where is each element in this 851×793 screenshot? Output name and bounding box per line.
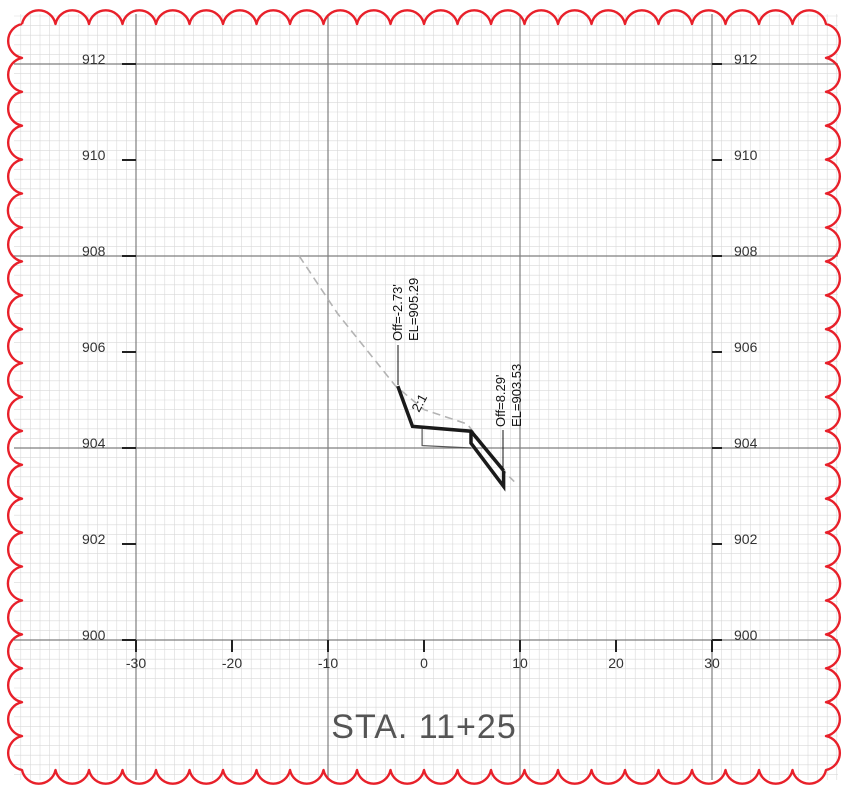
left-elevation-label-906: 906 [82,339,106,355]
left-callout: Off=-2.73' EL=905.29 [390,278,421,385]
proposed-subgrade-line [421,428,472,449]
right-elevation-label-904: 904 [734,435,758,451]
proposed-section-line [396,385,505,472]
revision-cloud-icon [6,9,842,785]
major-grid [14,14,838,780]
left-callout-elevation: EL=905.29 [406,278,421,341]
offset-label-0: 0 [420,655,428,671]
left-elevation-label-908: 908 [82,243,106,259]
slope-ratio-label: 2:1 [408,391,430,414]
offset-label-neg10: -10 [318,655,338,671]
right-elevation-axis: 912 910 908 906 904 902 900 [734,51,758,643]
right-callout-elevation: EL=903.53 [509,364,524,427]
left-elevation-label-904: 904 [82,435,106,451]
right-elevation-label-912: 912 [734,51,758,67]
offset-label-30: 30 [704,655,720,671]
left-callout-offset: Off=-2.73' [390,284,405,341]
left-elevation-axis: 912 910 908 906 904 902 900 [82,51,106,643]
left-elevation-label-910: 910 [82,147,106,163]
offset-label-20: 20 [608,655,624,671]
offset-label-10: 10 [512,655,528,671]
right-elevation-label-910: 910 [734,147,758,163]
axis-ticks [122,63,722,652]
left-elevation-label-900: 900 [82,627,106,643]
left-elevation-label-912: 912 [82,51,106,67]
right-elevation-label-908: 908 [734,243,758,259]
slope-label: 2:1 [408,391,430,414]
right-callout-offset: Off=8.29' [493,375,508,427]
right-callout: Off=8.29' EL=903.53 [493,364,524,469]
right-elevation-label-902: 902 [734,531,758,547]
station-label: STA. 11+25 [331,708,516,746]
right-elevation-label-900: 900 [734,627,758,643]
proposed-ditch-bottom [469,431,506,492]
right-elevation-label-906: 906 [734,339,758,355]
offset-axis: -30 -20 -10 0 10 20 30 [126,655,720,671]
offset-label-neg20: -20 [222,655,242,671]
left-elevation-label-902: 902 [82,531,106,547]
offset-label-neg30: -30 [126,655,146,671]
